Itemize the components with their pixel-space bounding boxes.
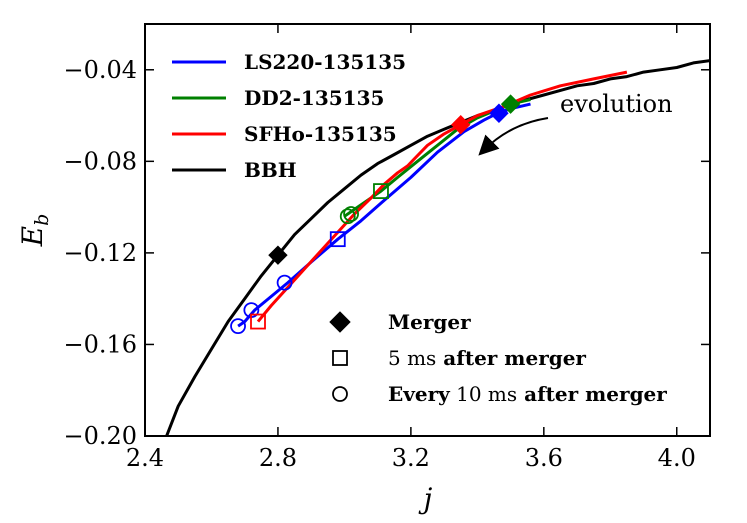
- legend-circle-icon: [332, 386, 348, 402]
- series-line-bbh: [165, 59, 710, 436]
- y-tick-label: −0.12: [63, 239, 137, 267]
- marker-layer: [230, 94, 521, 335]
- after-5ms-marker-ls220-135135: [329, 231, 346, 248]
- every-10ms-marker-ls220-135135: [230, 318, 246, 335]
- evolution-annotation: evolution: [478, 90, 673, 156]
- merger-marker-ls220-135135: [489, 103, 509, 123]
- legend-label-circle: Every 10 ms after merger: [388, 382, 667, 406]
- evolution-label: evolution: [560, 90, 673, 118]
- legend-label-sfho-135135: SFHo-135135: [244, 122, 397, 146]
- series-layer: [165, 59, 710, 436]
- y-tick-label: −0.08: [63, 147, 137, 175]
- y-axis-label: Eb: [16, 214, 53, 248]
- legend-label-diamond: Merger: [388, 310, 471, 334]
- after-5ms-marker-sfho-135135: [250, 313, 266, 330]
- x-axis-label: j: [418, 482, 433, 515]
- after-5ms-marker-dd2-135135: [373, 183, 389, 199]
- series-line-ls220-135135: [237, 102, 531, 328]
- merger-marker-sfho-135135: [451, 115, 471, 135]
- series-legend: LS220-135135 DD2-135135 SFHo-135135 BBH: [172, 50, 406, 182]
- y-tick-label: −0.20: [63, 422, 137, 450]
- plot-frame: [144, 23, 711, 437]
- x-tick-label: 2.8: [259, 444, 297, 472]
- x-tick-label: 2.4: [126, 444, 164, 472]
- every-10ms-marker-ls220-135135: [276, 274, 293, 291]
- y-tick-label: −0.04: [63, 56, 137, 84]
- marker-legend: Merger 5 ms after merger Every 10 ms after…: [329, 310, 667, 406]
- legend-label-bbh: BBH: [244, 158, 297, 182]
- merger-marker-dd2-135135: [500, 94, 521, 114]
- evolution-arrow: [478, 117, 549, 156]
- legend-diamond-icon: [329, 311, 351, 333]
- legend-label-ls220-135135: LS220-135135: [244, 50, 406, 74]
- tick-layer: 2.4 2.8 3.2 3.6 4.0 −0.04 −0.08 −0.12 −0.16 −0.20: [63, 24, 710, 472]
- x-tick-label: 3.2: [392, 444, 430, 472]
- merger-marker-bbh: [268, 245, 288, 265]
- legend-label-dd2-135135: DD2-135135: [244, 86, 384, 110]
- y-axis-label-sub: b: [31, 214, 53, 226]
- y-axis-label-main: E: [16, 226, 49, 247]
- y-tick-label: −0.16: [63, 330, 137, 358]
- legend-square-icon: [332, 350, 348, 366]
- legend-label-square: 5 ms after merger: [388, 346, 586, 370]
- svg-text:Eb: Eb: [16, 214, 53, 248]
- x-tick-label: 4.0: [658, 444, 696, 472]
- every-10ms-marker-dd2-135135: [343, 206, 359, 222]
- x-tick-label: 3.6: [525, 444, 563, 472]
- series-line-sfho-135135: [256, 70, 628, 323]
- every-10ms-marker-dd2-135135: [339, 208, 356, 225]
